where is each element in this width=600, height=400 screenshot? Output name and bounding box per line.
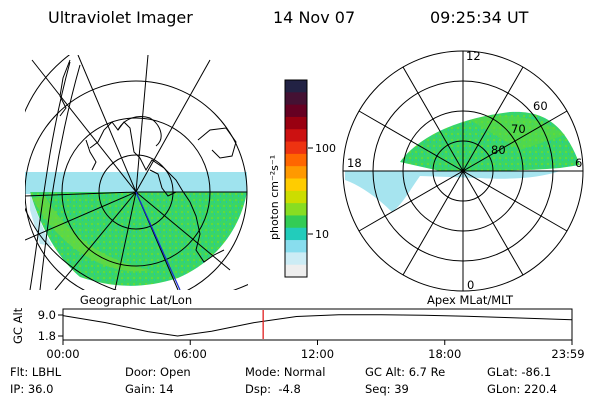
magnetic-panel: 12 6 0 18 60 70 80 — [342, 49, 584, 292]
date-label: 14 Nov 07 — [273, 8, 356, 27]
mode-info: Mode: Normal — [245, 365, 326, 379]
altitude-ytick-9: 9.0 — [38, 308, 56, 322]
colorbar-segment — [285, 92, 307, 106]
mlt-label-6: 6 — [575, 156, 582, 170]
gcalt-info: GC Alt: 6.7 Re — [365, 365, 446, 379]
colorbar-segment — [285, 178, 307, 192]
geo-emission-region — [30, 192, 247, 286]
mlat-label-70: 70 — [511, 122, 526, 136]
mlt-label-12: 12 — [466, 49, 481, 63]
dsp-info: Dsp: -4.8 — [245, 382, 301, 396]
colorbar-segment — [285, 227, 307, 241]
colorbar-segment — [285, 166, 307, 179]
altitude-ylabel: GC Alt — [11, 307, 25, 344]
colorbar-segment — [285, 240, 307, 253]
altitude-x-tick-label: 00:00 — [46, 347, 79, 361]
mlt-label-18: 18 — [347, 156, 362, 170]
geo-meridians — [25, 55, 247, 290]
seq-info: Seq: 39 — [365, 382, 409, 396]
colorbar-ticks — [308, 147, 313, 235]
geo-emission-band — [25, 172, 247, 194]
colorbar-segment — [285, 190, 307, 204]
colorbar-segment — [285, 116, 307, 130]
ip-info: IP: 36.0 — [10, 382, 54, 396]
colorbar-segment — [285, 264, 307, 278]
time-label: 09:25:34 UT — [430, 8, 529, 27]
door-info: Door: Open — [125, 365, 191, 379]
glat-info: GLat: -86.1 — [487, 365, 552, 379]
colorbar-segment — [285, 141, 307, 155]
colorbar-segment — [285, 129, 307, 143]
mlat-label-60: 60 — [533, 99, 548, 113]
colorbar-segment — [285, 153, 307, 167]
altitude-x-tick-label: 12:00 — [301, 347, 334, 361]
filter-info: Flt: LBHL — [10, 365, 62, 379]
geo-panel-label: Geographic Lat/Lon — [80, 293, 192, 307]
altitude-plot-frame — [62, 308, 573, 341]
colorbar-segment — [285, 252, 307, 266]
geo-coastlines — [59, 59, 237, 263]
colorbar-tick-100: 100 — [315, 142, 336, 155]
instrument-title: Ultraviolet Imager — [48, 8, 193, 27]
mlt-label-0: 0 — [467, 278, 474, 292]
colorbar-tick-10: 10 — [315, 228, 329, 241]
colorbar-frame — [284, 79, 308, 278]
glon-info: GLon: 220.4 — [487, 382, 557, 396]
altitude-ytick-1-8: 1.8 — [38, 329, 56, 343]
colorbar-segment — [285, 80, 307, 93]
altitude-plot: 00:00 06:00 12:00 18:00 23:59 9.0 1.8 GC Alt — [11, 307, 585, 361]
colorbar-segment — [285, 104, 307, 118]
altitude-series-line — [62, 314, 573, 337]
geographic-panel — [25, 55, 248, 290]
mlat-label-80: 80 — [491, 143, 506, 157]
altitude-x-tick-label: 18:00 — [428, 347, 461, 361]
altitude-x-tick-label: 06:00 — [174, 347, 207, 361]
colorbar-unit-label: photon cm⁻²s⁻¹ — [268, 155, 281, 240]
mag-emission-band — [345, 171, 560, 212]
colorbar-segment — [285, 215, 307, 229]
gain-info: Gain: 14 — [125, 382, 174, 396]
mag-panel-label: Apex MLat/MLT — [427, 293, 514, 307]
altitude-x-tick-label: 23:59 — [551, 347, 584, 361]
colorbar — [284, 79, 308, 278]
colorbar-segment — [285, 203, 307, 216]
altitude-x-ticks: 00:00 06:00 12:00 18:00 23:59 — [46, 340, 585, 361]
